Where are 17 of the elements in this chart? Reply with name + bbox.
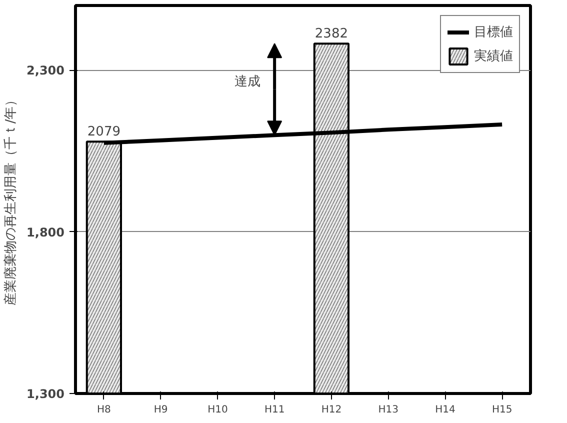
y-tick-label: 1,800 bbox=[26, 225, 65, 240]
x-tick-label: H12 bbox=[321, 404, 342, 416]
x-tick-label: H14 bbox=[435, 404, 456, 416]
x-tick-label: H8 bbox=[96, 404, 111, 416]
data-label: 2079 bbox=[87, 124, 120, 140]
x-tick-label: H13 bbox=[378, 404, 398, 416]
legend-label: 実績値 bbox=[474, 48, 513, 65]
legend-label: 目標値 bbox=[474, 24, 513, 41]
y-tick-label: 2,300 bbox=[26, 64, 65, 78]
x-tick-label: H9 bbox=[154, 404, 168, 416]
y-axis-title: 産業廃棄物の再生利用量（千ｔ/年） bbox=[2, 93, 19, 306]
x-tick-label: H10 bbox=[208, 404, 228, 416]
x-tick-label: H11 bbox=[264, 404, 285, 416]
data-label: 2382 bbox=[314, 26, 348, 42]
x-tick-label: H15 bbox=[492, 404, 512, 416]
y-tick-label: 1,300 bbox=[26, 387, 65, 401]
annotation: 達成 bbox=[234, 74, 261, 90]
